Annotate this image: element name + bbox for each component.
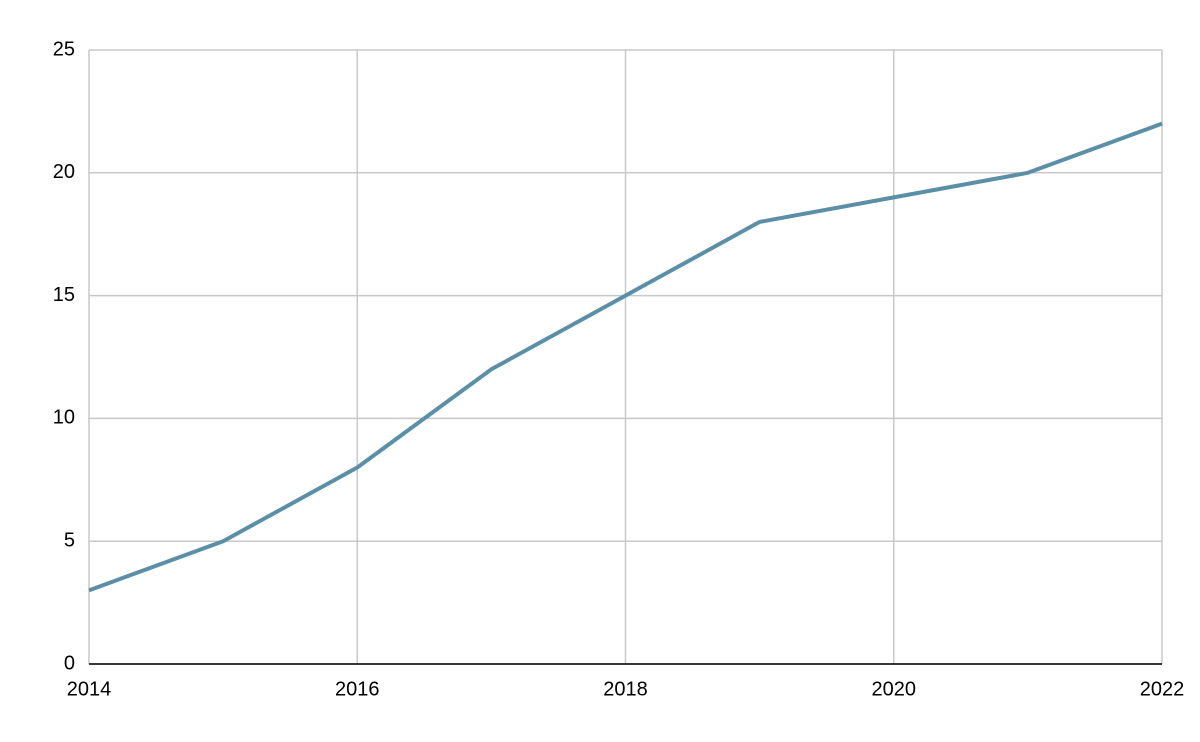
x-tick-label: 2016 — [335, 678, 380, 700]
x-tick-label: 2020 — [872, 678, 917, 700]
y-tick-label: 0 — [64, 652, 75, 674]
line — [88, 121, 1163, 593]
y-tick-label: 15 — [53, 284, 75, 306]
x-tick-label: 2022 — [1140, 678, 1185, 700]
y-tick-label: 5 — [64, 529, 75, 551]
y-tick-label: 10 — [53, 407, 75, 429]
y-tick-label: 20 — [53, 161, 75, 183]
x-tick-label: 2018 — [603, 678, 648, 700]
y-tick-label: 25 — [53, 38, 75, 60]
x-tick-label: 2014 — [67, 678, 112, 700]
